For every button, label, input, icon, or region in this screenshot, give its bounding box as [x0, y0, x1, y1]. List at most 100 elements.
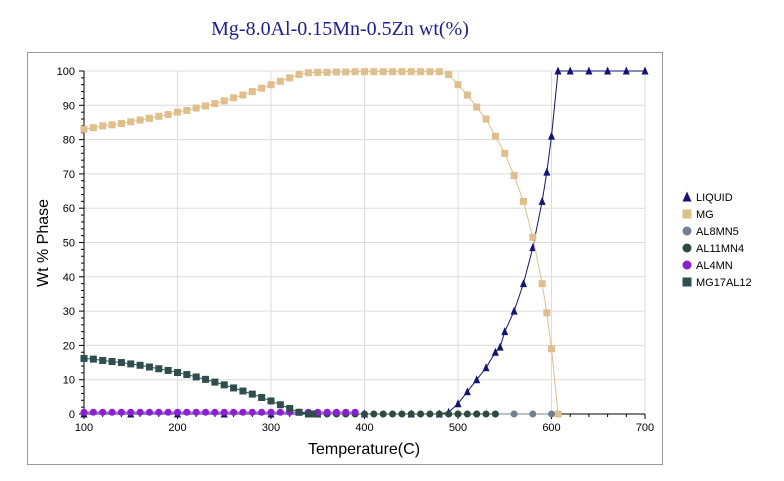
y-tick-label: 70: [63, 169, 75, 181]
data-point: [407, 410, 415, 418]
data-point: [379, 410, 387, 418]
data-point: [473, 410, 481, 418]
grid-lines: [83, 70, 646, 415]
data-point: [127, 408, 135, 416]
data-point: [202, 102, 210, 110]
legend-marker: [682, 243, 692, 253]
y-tick-label: 30: [63, 306, 75, 318]
data-point: [248, 390, 256, 398]
data-point: [554, 410, 562, 418]
data-point: [398, 410, 406, 418]
data-point: [89, 408, 97, 416]
data-point: [239, 408, 247, 416]
data-point: [332, 68, 340, 76]
data-point: [183, 408, 191, 416]
data-point: [248, 408, 256, 416]
data-point: [230, 94, 238, 102]
y-tick-label: 0: [69, 409, 75, 421]
data-point: [332, 408, 340, 416]
data-point: [417, 410, 425, 418]
data-point: [361, 410, 368, 418]
y-axis-label: Wt % Phase: [35, 199, 52, 287]
data-point: [248, 88, 256, 96]
data-point: [473, 375, 481, 384]
data-point: [543, 309, 551, 317]
data-point: [323, 408, 331, 416]
data-point: [501, 149, 509, 157]
y-tick-label: 20: [63, 340, 75, 352]
data-point: [80, 125, 88, 133]
data-point: [519, 279, 527, 288]
data-point: [164, 111, 172, 119]
data-point: [435, 410, 443, 418]
data-point: [304, 69, 312, 77]
data-point: [463, 387, 471, 396]
data-point: [211, 378, 219, 386]
data-point: [454, 81, 462, 89]
data-point: [192, 104, 200, 112]
data-point: [211, 408, 219, 416]
data-point: [174, 408, 181, 416]
data-point: [80, 408, 88, 416]
legend-label: AL8MN5: [696, 226, 739, 238]
data-point: [554, 66, 562, 75]
legend-label: AL11MN4: [696, 243, 744, 255]
y-tick-label: 80: [63, 135, 75, 147]
data-point: [389, 410, 397, 418]
data-point: [220, 381, 228, 389]
data-point: [117, 119, 125, 127]
data-point: [258, 394, 266, 402]
data-point: [519, 197, 527, 205]
data-point: [89, 124, 97, 132]
tick-labels: 100 200 300 400 500 600 700 0 10 20 30 40 50 60 70 80 90…: [57, 66, 655, 434]
data-point: [276, 77, 284, 85]
data-point: [529, 410, 537, 418]
data-point: [548, 345, 555, 353]
data-point: [585, 66, 593, 75]
data-point: [267, 81, 275, 89]
data-point: [548, 410, 555, 418]
y-tick-label: 60: [63, 203, 75, 215]
data-point: [145, 408, 153, 416]
data-point: [426, 68, 434, 76]
series-al4mn: [80, 408, 359, 416]
data-point: [99, 356, 107, 364]
data-point: [220, 408, 228, 416]
data-point: [155, 365, 163, 373]
data-point: [473, 103, 481, 111]
data-point: [230, 408, 238, 416]
data-point: [258, 84, 266, 92]
x-axis-label: Temperature(C): [308, 441, 420, 458]
data-point: [164, 408, 172, 416]
series-al11mn4: [314, 410, 499, 418]
data-point: [454, 410, 462, 418]
data-point: [463, 410, 471, 418]
data-point: [295, 70, 303, 78]
data-point: [220, 97, 228, 105]
x-tick-label: 100: [75, 422, 93, 434]
data-point: [117, 359, 125, 367]
data-point: [529, 233, 537, 241]
data-point: [80, 354, 88, 362]
data-point: [510, 410, 518, 418]
series-mg17al12: [80, 354, 317, 418]
data-point: [136, 408, 144, 416]
data-point: [370, 410, 378, 418]
chart-frame: [27, 52, 663, 465]
data-point: [155, 112, 163, 120]
x-tick-label: 500: [449, 422, 467, 434]
data-point: [304, 410, 312, 418]
data-point: [309, 410, 317, 418]
y-tick-label: 90: [63, 100, 75, 112]
data-point: [108, 121, 116, 129]
chart-title: Mg-8.0Al-0.15Mn-0.5Zn wt(%): [211, 18, 469, 40]
data-point: [267, 397, 275, 405]
data-point: [543, 167, 551, 176]
data-point: [286, 405, 294, 413]
legend-marker: [682, 191, 692, 202]
data-point: [192, 373, 200, 381]
data-point: [295, 408, 303, 416]
data-point: [426, 410, 434, 418]
data-point: [267, 408, 275, 416]
data-point: [351, 408, 359, 416]
